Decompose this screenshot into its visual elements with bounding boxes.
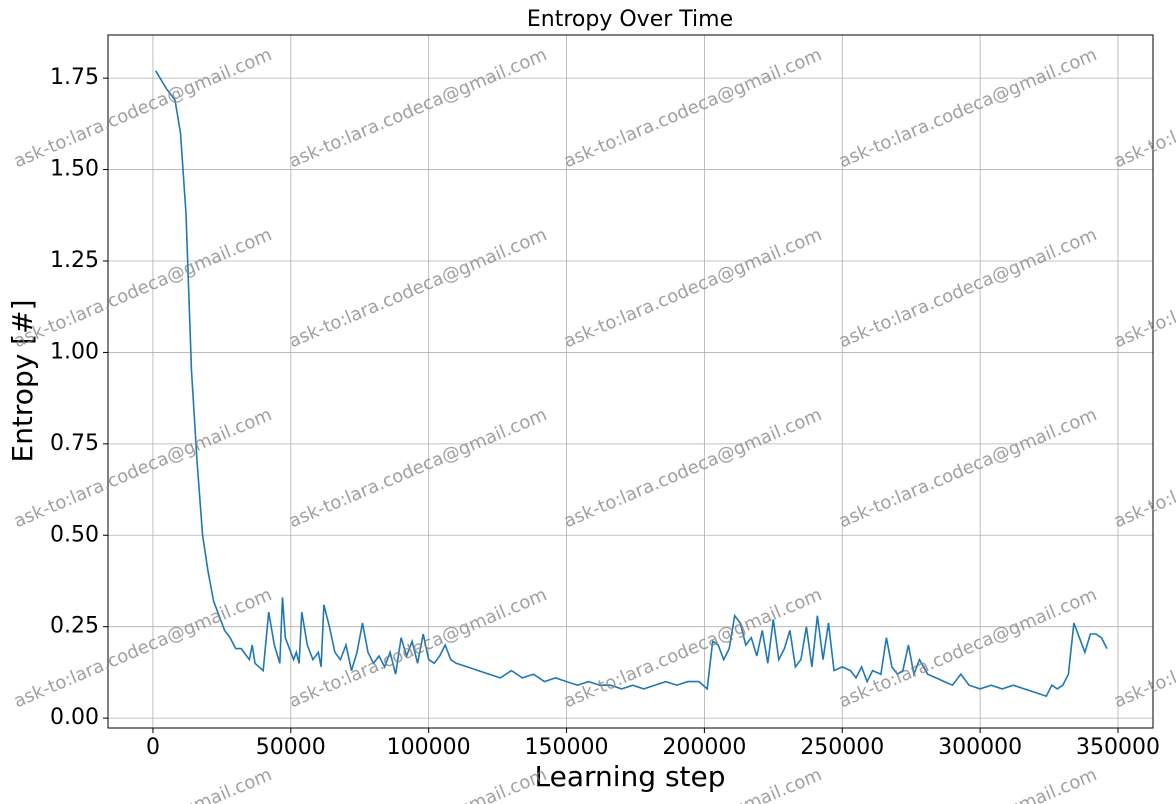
chart-title: Entropy Over Time (527, 7, 733, 32)
watermark: ask-to:lara.codeca@gmail.com (11, 224, 275, 352)
watermark: ask-to:lara.codeca@gmail.com (561, 44, 825, 172)
x-tick-label: 100000 (387, 735, 471, 760)
x-tick-label: 250000 (800, 735, 884, 760)
watermark: ask-to:lara.codeca@gmail.com (836, 764, 1100, 804)
y-tick-label: 0.25 (50, 614, 99, 639)
watermark: ask-to:lara.codeca@gmail.com (836, 404, 1100, 532)
y-tick-label: 0.50 (50, 522, 99, 547)
x-tick-label: 200000 (662, 735, 746, 760)
watermarks: ask-to:lara.codeca@gmail.comask-to:lara.… (11, 44, 1176, 804)
watermark: ask-to:lara.codeca@gmail.com (836, 224, 1100, 352)
watermark: ask-to:lara.codeca@gmail.com (286, 44, 550, 172)
watermark: ask-to:lara.codeca@gmail.com (286, 584, 550, 712)
plot-frame (107, 34, 1154, 729)
watermark: ask-to:lara.codeca@gmail.com (561, 404, 825, 532)
watermark: ask-to:lara.codeca@gmail.com (836, 44, 1100, 172)
watermark: ask-to:lara.codeca@gmail.com (286, 404, 550, 532)
watermark: ask-to:lara.codeca@gmail.com (11, 44, 275, 172)
watermark: ask-to:lara.codeca@gmail.com (836, 584, 1100, 712)
x-tick-label: 150000 (525, 735, 609, 760)
y-tick-label: 0.00 (50, 705, 99, 730)
x-tick-label: 300000 (938, 735, 1022, 760)
watermark: ask-to:lara.codeca@gmail.com (1111, 584, 1176, 712)
watermark: ask-to:lara.codeca@gmail.com (1111, 764, 1176, 804)
watermark: ask-to:lara.codeca@gmail.com (286, 224, 550, 352)
x-axis-label: Learning step (534, 760, 725, 793)
y-tick-label: 0.75 (50, 431, 99, 456)
watermark: ask-to:lara.codeca@gmail.com (286, 764, 550, 804)
x-tick-label: 50000 (256, 735, 326, 760)
y-tick-label: 1.50 (50, 157, 99, 182)
y-tick-label: 1.00 (50, 339, 99, 364)
x-tick-label: 0 (146, 735, 160, 760)
x-tick-label: 350000 (1076, 735, 1160, 760)
watermark: ask-to:lara.codeca@gmail.com (1111, 404, 1176, 532)
watermark: ask-to:lara.codeca@gmail.com (11, 764, 275, 804)
y-axis-label: Entropy [#] (6, 300, 39, 463)
watermark: ask-to:lara.codeca@gmail.com (561, 224, 825, 352)
grid (108, 35, 1153, 728)
y-tick-label: 1.75 (50, 65, 99, 90)
data-line (155, 70, 1108, 698)
watermark: ask-to:lara.codeca@gmail.com (1111, 224, 1176, 352)
y-tick-label: 1.25 (50, 248, 99, 273)
watermark: ask-to:lara.codeca@gmail.com (1111, 44, 1176, 172)
watermark: ask-to:lara.codeca@gmail.com (11, 404, 275, 532)
